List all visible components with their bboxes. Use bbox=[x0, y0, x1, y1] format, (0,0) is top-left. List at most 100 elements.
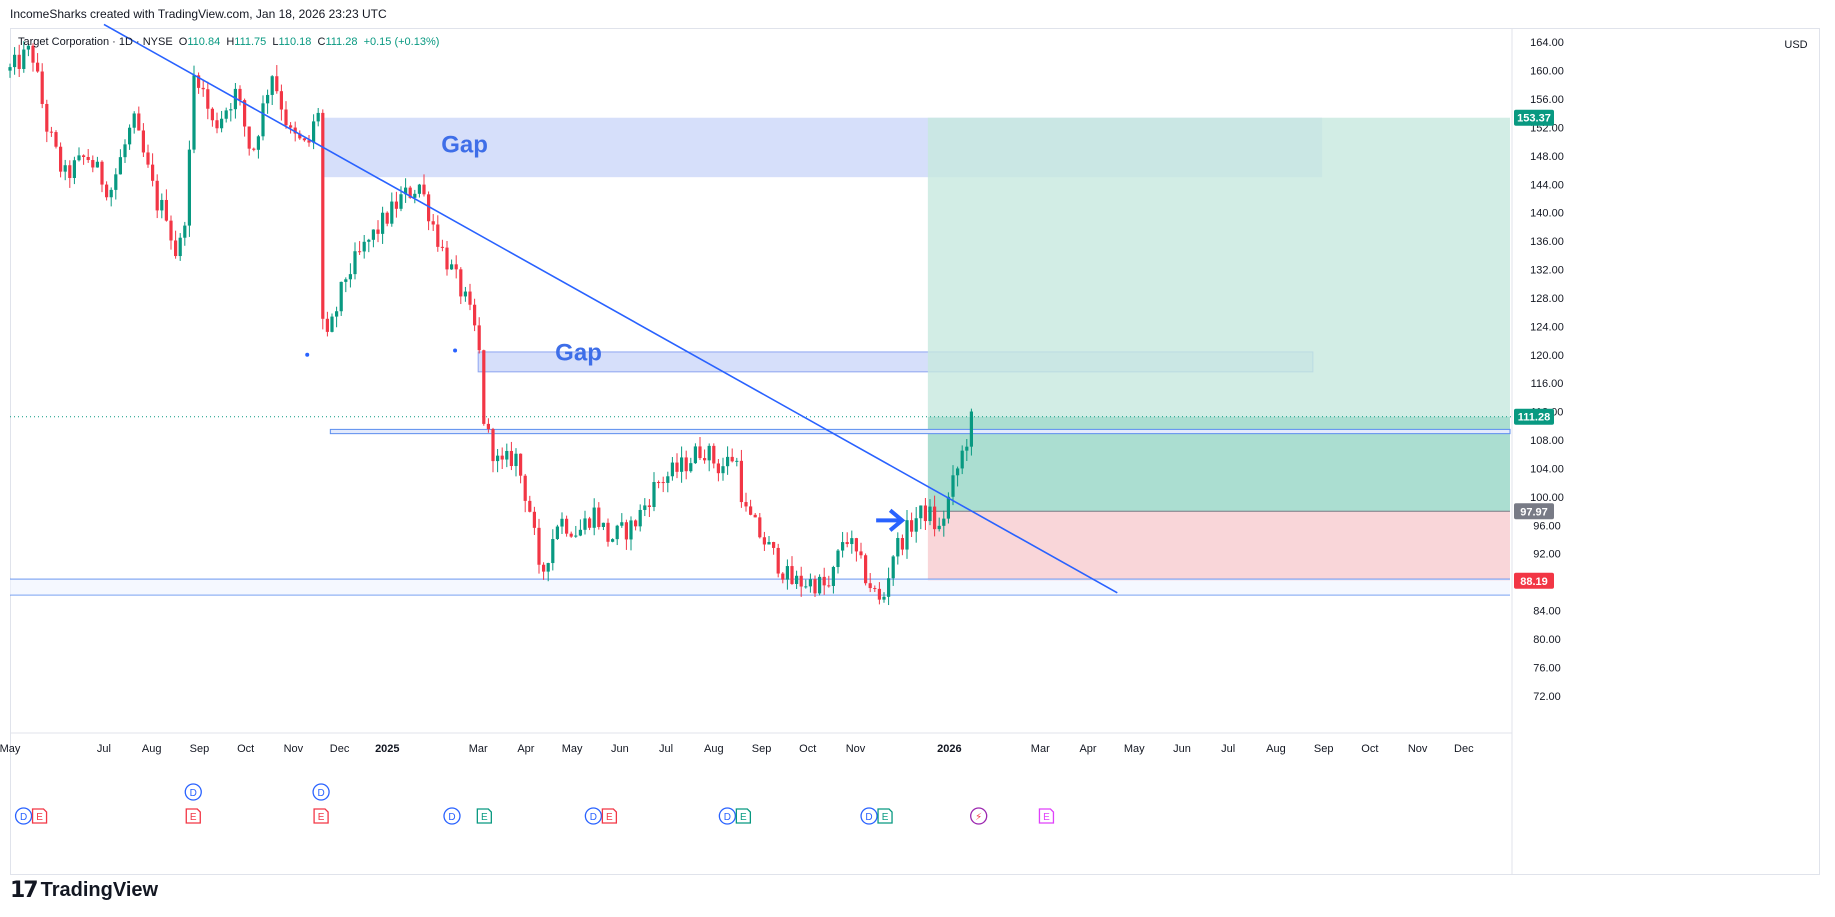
candle bbox=[569, 531, 573, 538]
candle bbox=[721, 457, 725, 481]
candle bbox=[371, 229, 375, 248]
candle-body bbox=[40, 71, 44, 104]
candle-body bbox=[896, 538, 900, 557]
candle bbox=[680, 446, 684, 483]
candle-body bbox=[680, 457, 684, 472]
candle bbox=[643, 498, 647, 517]
price-axis-background bbox=[1512, 29, 1819, 874]
candle-body bbox=[675, 462, 679, 472]
x-tick-label: Aug bbox=[704, 743, 724, 755]
event-badge bbox=[184, 783, 202, 801]
tradingview-logo[interactable]: 17 TradingView bbox=[10, 877, 158, 903]
candle bbox=[491, 427, 495, 473]
candle-body bbox=[155, 180, 159, 211]
candle bbox=[583, 510, 587, 535]
candle-body bbox=[592, 507, 596, 528]
event-label: D bbox=[590, 812, 597, 823]
candle-body bbox=[919, 505, 923, 519]
candle-body bbox=[151, 164, 155, 181]
candle-body bbox=[321, 112, 325, 319]
candle-body bbox=[661, 482, 665, 484]
x-tick-label: Nov bbox=[284, 743, 304, 755]
x-tick-label: Mar bbox=[469, 743, 488, 755]
candle-body bbox=[394, 201, 398, 209]
trendline bbox=[103, 23, 1118, 594]
candle-body bbox=[859, 551, 863, 556]
candle-body bbox=[339, 281, 343, 312]
candle bbox=[841, 531, 845, 558]
chart-frame[interactable] bbox=[10, 28, 1820, 875]
candle bbox=[670, 457, 674, 481]
dividend-event-icon: D bbox=[860, 807, 878, 825]
candle-body bbox=[514, 453, 518, 467]
candle bbox=[302, 138, 306, 142]
candle bbox=[753, 513, 757, 518]
y-tick-label: 96.00 bbox=[1533, 520, 1561, 532]
candle bbox=[712, 443, 716, 469]
candle bbox=[703, 449, 707, 464]
candle-body bbox=[100, 161, 104, 185]
event-badge bbox=[877, 808, 893, 824]
candle bbox=[256, 134, 260, 159]
candle bbox=[155, 174, 159, 219]
support-band-fill bbox=[10, 579, 1510, 595]
candle bbox=[482, 349, 486, 426]
x-tick-label: Nov bbox=[846, 743, 866, 755]
candle bbox=[592, 498, 596, 536]
low-label: L bbox=[272, 36, 279, 48]
candle-body bbox=[831, 567, 835, 586]
candle bbox=[36, 53, 40, 73]
open-value: 110.84 bbox=[187, 36, 221, 48]
candle-body bbox=[362, 241, 366, 252]
candle-body bbox=[620, 522, 624, 526]
candle-body bbox=[72, 160, 76, 178]
candle-body bbox=[836, 550, 840, 568]
candle bbox=[118, 149, 122, 175]
candle bbox=[445, 240, 449, 276]
dividend-event-icon: D bbox=[718, 807, 737, 825]
candle bbox=[928, 499, 932, 526]
y-tick-label: 136.00 bbox=[1530, 236, 1564, 248]
candle-body bbox=[519, 453, 523, 476]
x-tick-label: Aug bbox=[142, 743, 162, 755]
candle bbox=[956, 466, 960, 487]
candle-body bbox=[574, 535, 578, 537]
currency-button[interactable]: USD bbox=[1778, 36, 1814, 54]
candle-body bbox=[123, 144, 127, 158]
candle bbox=[289, 122, 293, 134]
y-tick-label: 72.00 bbox=[1533, 691, 1561, 703]
candle-body bbox=[256, 136, 260, 150]
candle bbox=[109, 187, 113, 207]
candle bbox=[532, 506, 536, 536]
candle bbox=[381, 206, 385, 244]
candle-body bbox=[128, 127, 132, 145]
earnings-event-icon: E bbox=[877, 808, 893, 824]
candle-body bbox=[910, 520, 914, 532]
x-tick-label: May bbox=[1124, 743, 1145, 755]
candle-body bbox=[739, 460, 743, 503]
candle-body bbox=[776, 547, 780, 574]
candle bbox=[164, 189, 168, 222]
candle-body bbox=[523, 475, 527, 501]
candle-body bbox=[427, 194, 431, 222]
candle-body bbox=[583, 518, 587, 530]
y-tick-label: 80.00 bbox=[1533, 634, 1561, 646]
candle bbox=[330, 313, 334, 333]
candle-body bbox=[59, 146, 63, 172]
event-badge bbox=[14, 807, 33, 825]
candle-body bbox=[804, 586, 808, 588]
y-tick-label: 160.00 bbox=[1530, 66, 1564, 78]
price-label-text: 111.28 bbox=[1518, 412, 1550, 424]
gap-annotation-label: Gap bbox=[555, 339, 602, 366]
candle bbox=[477, 317, 481, 354]
candle-body bbox=[335, 311, 339, 317]
candle bbox=[128, 124, 132, 150]
candle-body bbox=[868, 583, 872, 589]
candle-body bbox=[164, 199, 168, 221]
candle bbox=[344, 277, 348, 293]
candle-body bbox=[238, 88, 242, 101]
candle-body bbox=[578, 529, 582, 536]
candle-body bbox=[82, 155, 86, 157]
candle-body bbox=[749, 506, 753, 515]
